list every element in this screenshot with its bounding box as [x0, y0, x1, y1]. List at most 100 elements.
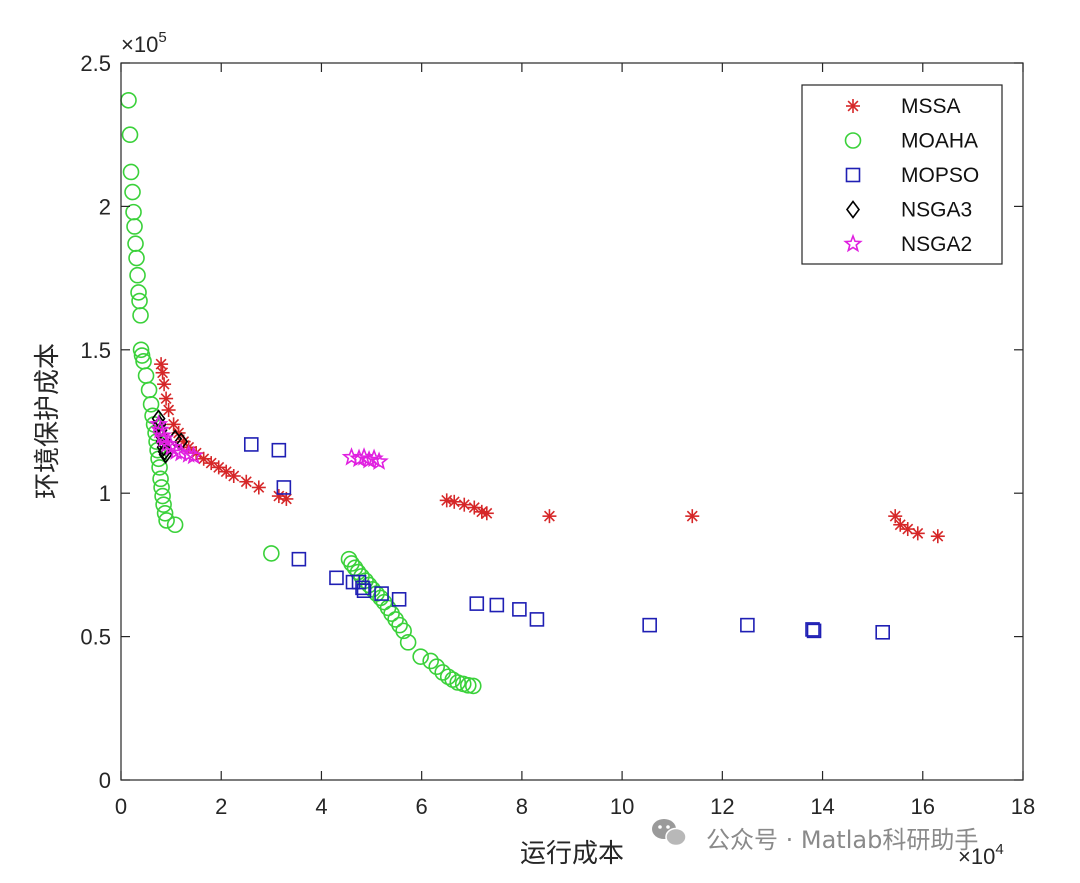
x-tick-label: 12: [710, 794, 734, 819]
legend-entry-nsga3: NSGA3: [846, 199, 972, 222]
x-axis-label: 运行成本: [520, 839, 624, 869]
y-axis-label: 环境保护成本: [33, 343, 63, 499]
x-tick-label: 2: [215, 794, 227, 819]
data-point-moaha: [154, 487, 171, 505]
data-point-moaha: [428, 658, 446, 676]
data-point-mssa: [910, 526, 925, 541]
x-exponent-base: ×10: [958, 844, 995, 869]
legend-entry-moaha: MOAHA: [844, 130, 978, 153]
y-exponent-base: ×10: [121, 32, 158, 57]
axis-ticks: 0 2 4 6 8 10 12 14 16 18 0 0.5 1 1.5 2 2.5: [80, 51, 1035, 819]
data-point-moaha: [121, 126, 139, 143]
data-point-mopso: [875, 624, 890, 640]
data-point-mopso: [469, 596, 485, 611]
data-point-mssa: [279, 491, 294, 506]
data-point-mssa: [154, 357, 169, 372]
data-point-mopso: [291, 551, 307, 567]
legend-box: [801, 84, 1003, 265]
data-point-mssa: [157, 377, 172, 392]
data-point-moaha: [142, 395, 160, 413]
legend: MSSA MOAHA MOPSO NSGA3 NSGA2: [801, 84, 1003, 265]
wechat-icon: [652, 819, 687, 847]
plot-markers: [120, 91, 945, 695]
data-point-mssa: [479, 506, 494, 521]
data-point-moaha: [166, 516, 184, 534]
data-point-mssa: [447, 494, 462, 509]
data-point-moaha: [129, 266, 146, 284]
data-point-mopso: [276, 480, 292, 495]
data-point-moaha: [153, 479, 170, 496]
data-point-mssa: [930, 529, 945, 544]
axes-frame: [120, 62, 1024, 781]
data-point-mssa: [239, 474, 254, 489]
x-tick-label: 6: [416, 794, 428, 819]
data-point-moaha: [122, 163, 140, 181]
data-point-moaha: [158, 512, 175, 529]
legend-label: NSGA2: [901, 233, 972, 256]
data-point-mopso: [642, 617, 657, 633]
data-point-nsga2: [183, 445, 204, 465]
data-point-mssa: [204, 456, 219, 471]
data-point-moaha: [263, 545, 280, 562]
data-point-mopso: [740, 617, 755, 633]
data-point-moaha: [156, 504, 174, 522]
data-point-moaha: [422, 652, 439, 670]
watermark-text: 公众号 · Matlab科研助手: [706, 826, 978, 854]
data-point-nsga2: [369, 451, 389, 470]
watermark: 公众号 · Matlab科研助手: [652, 819, 978, 854]
x-tick-label: 14: [810, 794, 834, 819]
data-point-mssa: [226, 468, 241, 483]
data-point-mopso: [512, 602, 527, 617]
x-tick-label: 18: [1011, 794, 1035, 819]
data-point-mssa: [467, 500, 482, 515]
data-point-moaha: [132, 307, 149, 324]
data-point-mssa: [159, 391, 174, 406]
data-point-mssa: [219, 464, 234, 479]
data-point-moaha: [152, 470, 169, 488]
y-tick-label: 1.5: [80, 338, 111, 363]
x-exponent-label: ×104: [958, 841, 1004, 869]
data-point-mssa: [161, 403, 176, 418]
legend-entry-nsga2: NSGA2: [843, 233, 972, 256]
data-point-moaha: [151, 459, 168, 476]
data-point-mopso: [271, 442, 287, 458]
data-point-mssa: [211, 460, 226, 475]
data-point-mopso: [391, 592, 407, 607]
y-tick-label: 0: [99, 768, 111, 793]
data-point-moaha: [124, 183, 141, 201]
data-point-mssa: [457, 497, 472, 512]
data-point-moaha: [464, 677, 482, 695]
data-point-moaha: [340, 550, 358, 568]
data-point-mopso: [806, 623, 822, 639]
legend-label: MSSA: [901, 95, 961, 118]
y-tick-label: 0.5: [80, 625, 111, 650]
legend-label: MOAHA: [901, 130, 978, 153]
data-point-mopso: [329, 570, 344, 586]
y-tick-label: 2: [99, 194, 111, 219]
data-point-moaha: [126, 218, 143, 235]
data-point-nsga2: [152, 425, 172, 445]
legend-label: NSGA3: [901, 199, 972, 222]
y-exponent-label: ×105: [121, 29, 167, 57]
data-point-moaha: [439, 668, 457, 686]
data-point-moaha: [128, 249, 145, 267]
y-tick-label: 2.5: [80, 51, 111, 76]
data-point-mopso: [805, 622, 820, 637]
data-point-mopso: [374, 586, 389, 601]
data-point-moaha: [130, 284, 147, 301]
data-point-mopso: [355, 580, 370, 596]
series-moaha: [120, 91, 482, 695]
data-point-moaha: [412, 648, 429, 665]
series-nsga2: [148, 414, 389, 470]
x-tick-label: 8: [516, 794, 528, 819]
legend-label: MOPSO: [901, 164, 979, 187]
legend-entry-mopso: MOPSO: [845, 164, 979, 187]
x-exponent-power: 4: [995, 841, 1003, 858]
data-point-moaha: [132, 341, 150, 359]
series-mopso: [243, 437, 890, 640]
data-point-mssa: [685, 509, 700, 524]
data-point-mopso: [529, 612, 545, 627]
y-exponent-power: 5: [158, 29, 166, 46]
data-point-mssa: [196, 451, 211, 466]
